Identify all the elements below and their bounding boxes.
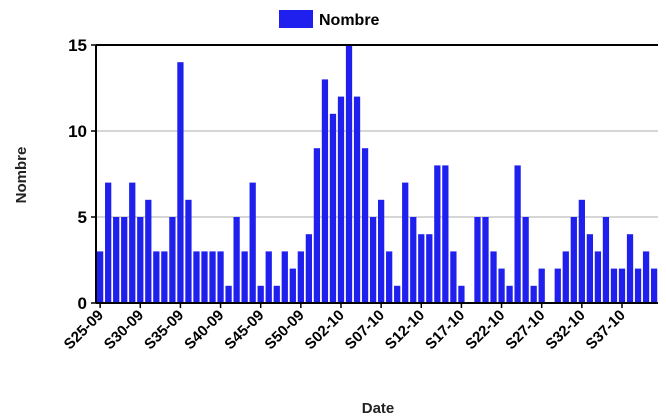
bar[interactable] bbox=[450, 251, 457, 303]
bar[interactable] bbox=[434, 165, 441, 303]
x-tick-label: S07-10 bbox=[342, 307, 388, 353]
bar[interactable] bbox=[634, 268, 642, 303]
bar[interactable] bbox=[177, 62, 184, 304]
bar[interactable] bbox=[329, 113, 337, 303]
bar[interactable] bbox=[498, 268, 505, 303]
bar[interactable] bbox=[554, 268, 561, 303]
bar[interactable] bbox=[458, 285, 465, 303]
bar[interactable] bbox=[442, 165, 449, 303]
bar[interactable] bbox=[169, 217, 176, 303]
x-tick-label: S30-09 bbox=[101, 307, 147, 353]
bar[interactable] bbox=[209, 251, 216, 303]
bar[interactable] bbox=[201, 251, 208, 303]
bar[interactable] bbox=[402, 182, 409, 303]
bar[interactable] bbox=[265, 251, 272, 303]
y-tick-label: 10 bbox=[68, 122, 87, 141]
bar[interactable] bbox=[257, 285, 264, 303]
bar[interactable] bbox=[273, 285, 280, 303]
bar[interactable] bbox=[418, 234, 425, 303]
bar[interactable] bbox=[353, 96, 361, 303]
bar[interactable] bbox=[129, 182, 136, 303]
bar[interactable] bbox=[394, 285, 401, 303]
bar[interactable] bbox=[410, 217, 417, 303]
bar[interactable] bbox=[97, 251, 104, 303]
bar[interactable] bbox=[562, 251, 569, 303]
bar[interactable] bbox=[137, 217, 144, 303]
y-tick-label: 0 bbox=[78, 294, 87, 313]
bar[interactable] bbox=[594, 251, 602, 303]
bar[interactable] bbox=[241, 251, 248, 303]
bar[interactable] bbox=[193, 251, 200, 303]
bar[interactable] bbox=[313, 148, 321, 303]
x-axis-label: Date bbox=[362, 400, 395, 417]
bar[interactable] bbox=[378, 199, 385, 303]
bar[interactable] bbox=[225, 285, 232, 303]
x-tick-label: S32-10 bbox=[542, 307, 588, 353]
bar[interactable] bbox=[121, 217, 128, 303]
bar[interactable] bbox=[578, 199, 585, 303]
x-tick-label: S02-10 bbox=[302, 307, 348, 353]
x-tick-label: S45-09 bbox=[221, 307, 267, 353]
bar[interactable] bbox=[113, 217, 120, 303]
y-axis-label: Nombre bbox=[13, 147, 30, 204]
bar[interactable] bbox=[289, 268, 296, 303]
bar[interactable] bbox=[650, 268, 658, 303]
bar[interactable] bbox=[618, 268, 626, 303]
x-tick-label: S12-10 bbox=[382, 307, 428, 353]
bar[interactable] bbox=[386, 251, 393, 303]
x-tick-label: S17-10 bbox=[422, 307, 468, 353]
bar[interactable] bbox=[305, 234, 313, 303]
bar[interactable] bbox=[586, 234, 594, 303]
bar[interactable] bbox=[105, 182, 112, 303]
bar[interactable] bbox=[153, 251, 160, 303]
y-tick-label: 5 bbox=[78, 208, 87, 227]
bar[interactable] bbox=[185, 199, 192, 303]
bar[interactable] bbox=[369, 217, 377, 303]
bar[interactable] bbox=[217, 251, 224, 303]
bar[interactable] bbox=[530, 285, 537, 303]
x-tick-label: S37-10 bbox=[583, 307, 629, 353]
bar[interactable] bbox=[514, 165, 521, 303]
bar[interactable] bbox=[482, 217, 489, 303]
bar[interactable] bbox=[426, 234, 433, 303]
bar[interactable] bbox=[626, 234, 634, 303]
legend-label: Nombre bbox=[319, 12, 380, 29]
bar[interactable] bbox=[345, 45, 353, 303]
y-tick-label: 15 bbox=[68, 36, 87, 55]
bar[interactable] bbox=[337, 96, 345, 303]
bar[interactable] bbox=[161, 251, 168, 303]
bar[interactable] bbox=[642, 251, 650, 303]
x-tick-label: S25-09 bbox=[61, 307, 107, 353]
bar[interactable] bbox=[281, 251, 288, 303]
bar[interactable] bbox=[522, 217, 529, 303]
bar[interactable] bbox=[249, 182, 256, 303]
bar[interactable] bbox=[145, 199, 152, 303]
bar[interactable] bbox=[538, 268, 545, 303]
bar[interactable] bbox=[474, 217, 481, 303]
bar[interactable] bbox=[610, 268, 618, 303]
bar[interactable] bbox=[490, 251, 497, 303]
x-tick-label: S50-09 bbox=[261, 307, 307, 353]
bar[interactable] bbox=[506, 285, 513, 303]
legend-swatch bbox=[279, 10, 313, 28]
x-tick-label: S40-09 bbox=[181, 307, 227, 353]
bar[interactable] bbox=[297, 251, 304, 303]
x-tick-label: S27-10 bbox=[502, 307, 548, 353]
x-tick-label: S35-09 bbox=[141, 307, 187, 353]
x-tick-label: S22-10 bbox=[462, 307, 508, 353]
bar[interactable] bbox=[361, 148, 369, 303]
bar[interactable] bbox=[233, 217, 240, 303]
bar[interactable] bbox=[570, 217, 577, 303]
bar[interactable] bbox=[321, 79, 329, 304]
bars-group bbox=[97, 45, 658, 304]
bar[interactable] bbox=[602, 217, 610, 303]
legend[interactable]: Nombre bbox=[279, 10, 380, 29]
